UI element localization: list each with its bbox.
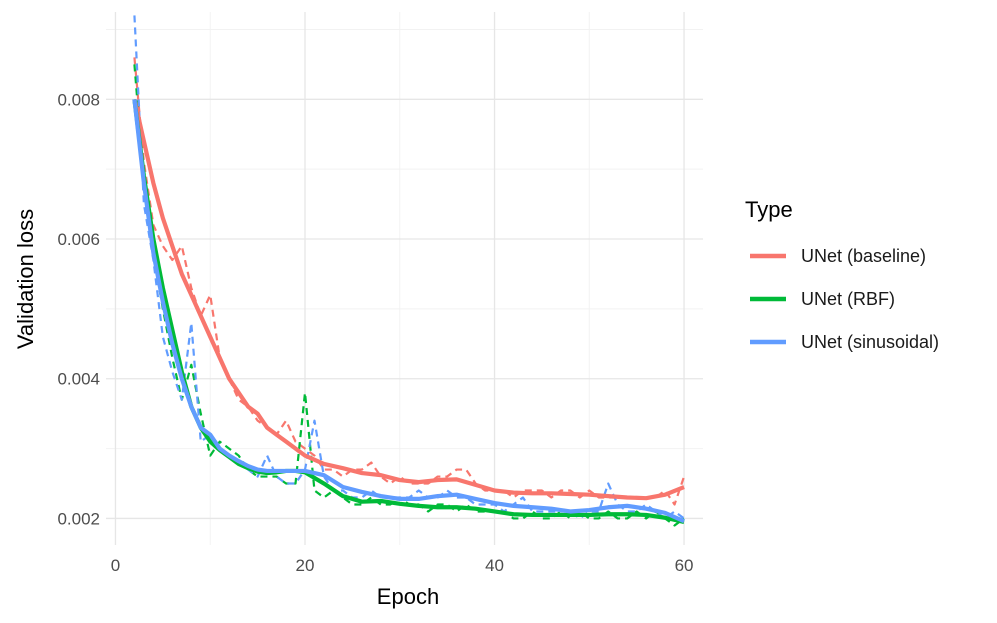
y-tick-label: 0.002 — [57, 509, 100, 528]
major-gridlines — [106, 12, 703, 545]
series-smooth-baseline — [132, 98, 685, 501]
series-smooth-rbf — [132, 99, 685, 525]
y-tick-label: 0.006 — [57, 230, 100, 249]
x-tick-label: 20 — [296, 556, 315, 575]
series-raw-rbf — [133, 64, 685, 527]
x-tick-labels: 0 20 40 60 — [111, 556, 694, 575]
legend-title: Type — [745, 197, 793, 222]
x-tick-label: 60 — [675, 556, 694, 575]
legend-label-baseline: UNet (baseline) — [801, 246, 926, 266]
y-axis-title: Validation loss — [13, 209, 38, 349]
x-tick-label: 40 — [485, 556, 504, 575]
legend: Type UNet (baseline) UNet (RBF) UNet (sinu… — [745, 197, 939, 352]
series-raw-baseline — [133, 57, 686, 506]
legend-label-rbf: UNet (RBF) — [801, 289, 895, 309]
series-layer — [132, 15, 686, 527]
legend-entries: UNet (baseline) UNet (RBF) UNet (sinusoida… — [750, 246, 939, 352]
x-tick-label: 0 — [111, 556, 120, 575]
y-tick-label: 0.008 — [57, 90, 100, 109]
x-axis-title: Epoch — [377, 584, 439, 609]
series-smooth-sinusoidal — [132, 99, 685, 524]
minor-gridlines — [106, 12, 703, 545]
y-tick-labels: 0.002 0.004 0.006 0.008 — [57, 90, 100, 528]
y-tick-label: 0.004 — [57, 370, 100, 389]
legend-label-sinusoidal: UNet (sinusoidal) — [801, 332, 939, 352]
